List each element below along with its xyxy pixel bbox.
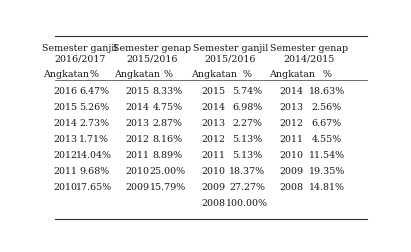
Text: Semester genap
2014/2015: Semester genap 2014/2015 [270,44,348,64]
Text: 2011: 2011 [125,150,149,160]
Text: 15.79%: 15.79% [150,182,186,191]
Text: 2009: 2009 [280,166,304,175]
Text: 8.16%: 8.16% [152,135,183,144]
Text: Semester ganjil
2015/2016: Semester ganjil 2015/2016 [193,44,268,64]
Text: 17.65%: 17.65% [76,182,113,191]
Text: 2010: 2010 [54,182,78,191]
Text: %: % [163,69,172,78]
Text: Semester ganjil
2016/2017: Semester ganjil 2016/2017 [42,44,118,64]
Text: 8.89%: 8.89% [152,150,183,160]
Text: 4.75%: 4.75% [152,103,183,112]
Text: 5.13%: 5.13% [232,150,262,160]
Text: 4.55%: 4.55% [312,135,342,144]
Text: 14.81%: 14.81% [309,182,345,191]
Text: 2010: 2010 [202,166,226,175]
Text: 18.63%: 18.63% [309,87,345,96]
Text: 2008: 2008 [202,198,226,207]
Text: 5.74%: 5.74% [232,87,262,96]
Text: 2011: 2011 [280,135,304,144]
Text: 2014: 2014 [280,87,304,96]
Text: 8.33%: 8.33% [152,87,183,96]
Text: 14.04%: 14.04% [76,150,112,160]
Text: 2013: 2013 [202,119,226,128]
Text: 100.00%: 100.00% [226,198,268,207]
Text: 9.68%: 9.68% [79,166,109,175]
Text: %: % [322,69,331,78]
Text: Angkatan: Angkatan [114,69,160,78]
Text: 2009: 2009 [125,182,150,191]
Text: 2012: 2012 [280,119,304,128]
Text: 2011: 2011 [54,166,78,175]
Text: 2.73%: 2.73% [79,119,109,128]
Text: 27.27%: 27.27% [229,182,265,191]
Text: 6.47%: 6.47% [79,87,109,96]
Text: 2.27%: 2.27% [232,119,262,128]
Text: 2014: 2014 [125,103,149,112]
Text: 2014: 2014 [202,103,226,112]
Text: 2015: 2015 [202,87,226,96]
Text: 2014: 2014 [54,119,78,128]
Text: 2016: 2016 [54,87,78,96]
Text: 11.54%: 11.54% [309,150,345,160]
Text: Angkatan: Angkatan [191,69,237,78]
Text: 2015: 2015 [125,87,150,96]
Text: 2011: 2011 [202,150,226,160]
Text: 2015: 2015 [54,103,78,112]
Text: 18.37%: 18.37% [229,166,266,175]
Text: 1.71%: 1.71% [79,135,109,144]
Text: 2012: 2012 [125,135,149,144]
Text: 2012: 2012 [202,135,226,144]
Text: 19.35%: 19.35% [309,166,345,175]
Text: %: % [90,69,99,78]
Text: 2010: 2010 [125,166,149,175]
Text: 2010: 2010 [280,150,304,160]
Text: 2.56%: 2.56% [312,103,342,112]
Text: 2009: 2009 [202,182,226,191]
Text: 5.26%: 5.26% [79,103,109,112]
Text: 2012: 2012 [54,150,78,160]
Text: 5.13%: 5.13% [232,135,262,144]
Text: 6.67%: 6.67% [312,119,342,128]
Text: %: % [243,69,252,78]
Text: 2008: 2008 [280,182,304,191]
Text: Angkatan: Angkatan [43,69,89,78]
Text: Angkatan: Angkatan [269,69,315,78]
Text: 25.00%: 25.00% [150,166,186,175]
Text: 6.98%: 6.98% [232,103,262,112]
Text: Semester genap
2015/2016: Semester genap 2015/2016 [113,44,191,64]
Text: 2013: 2013 [54,135,78,144]
Text: 2.87%: 2.87% [152,119,182,128]
Text: 2013: 2013 [125,119,150,128]
Text: 2013: 2013 [280,103,304,112]
